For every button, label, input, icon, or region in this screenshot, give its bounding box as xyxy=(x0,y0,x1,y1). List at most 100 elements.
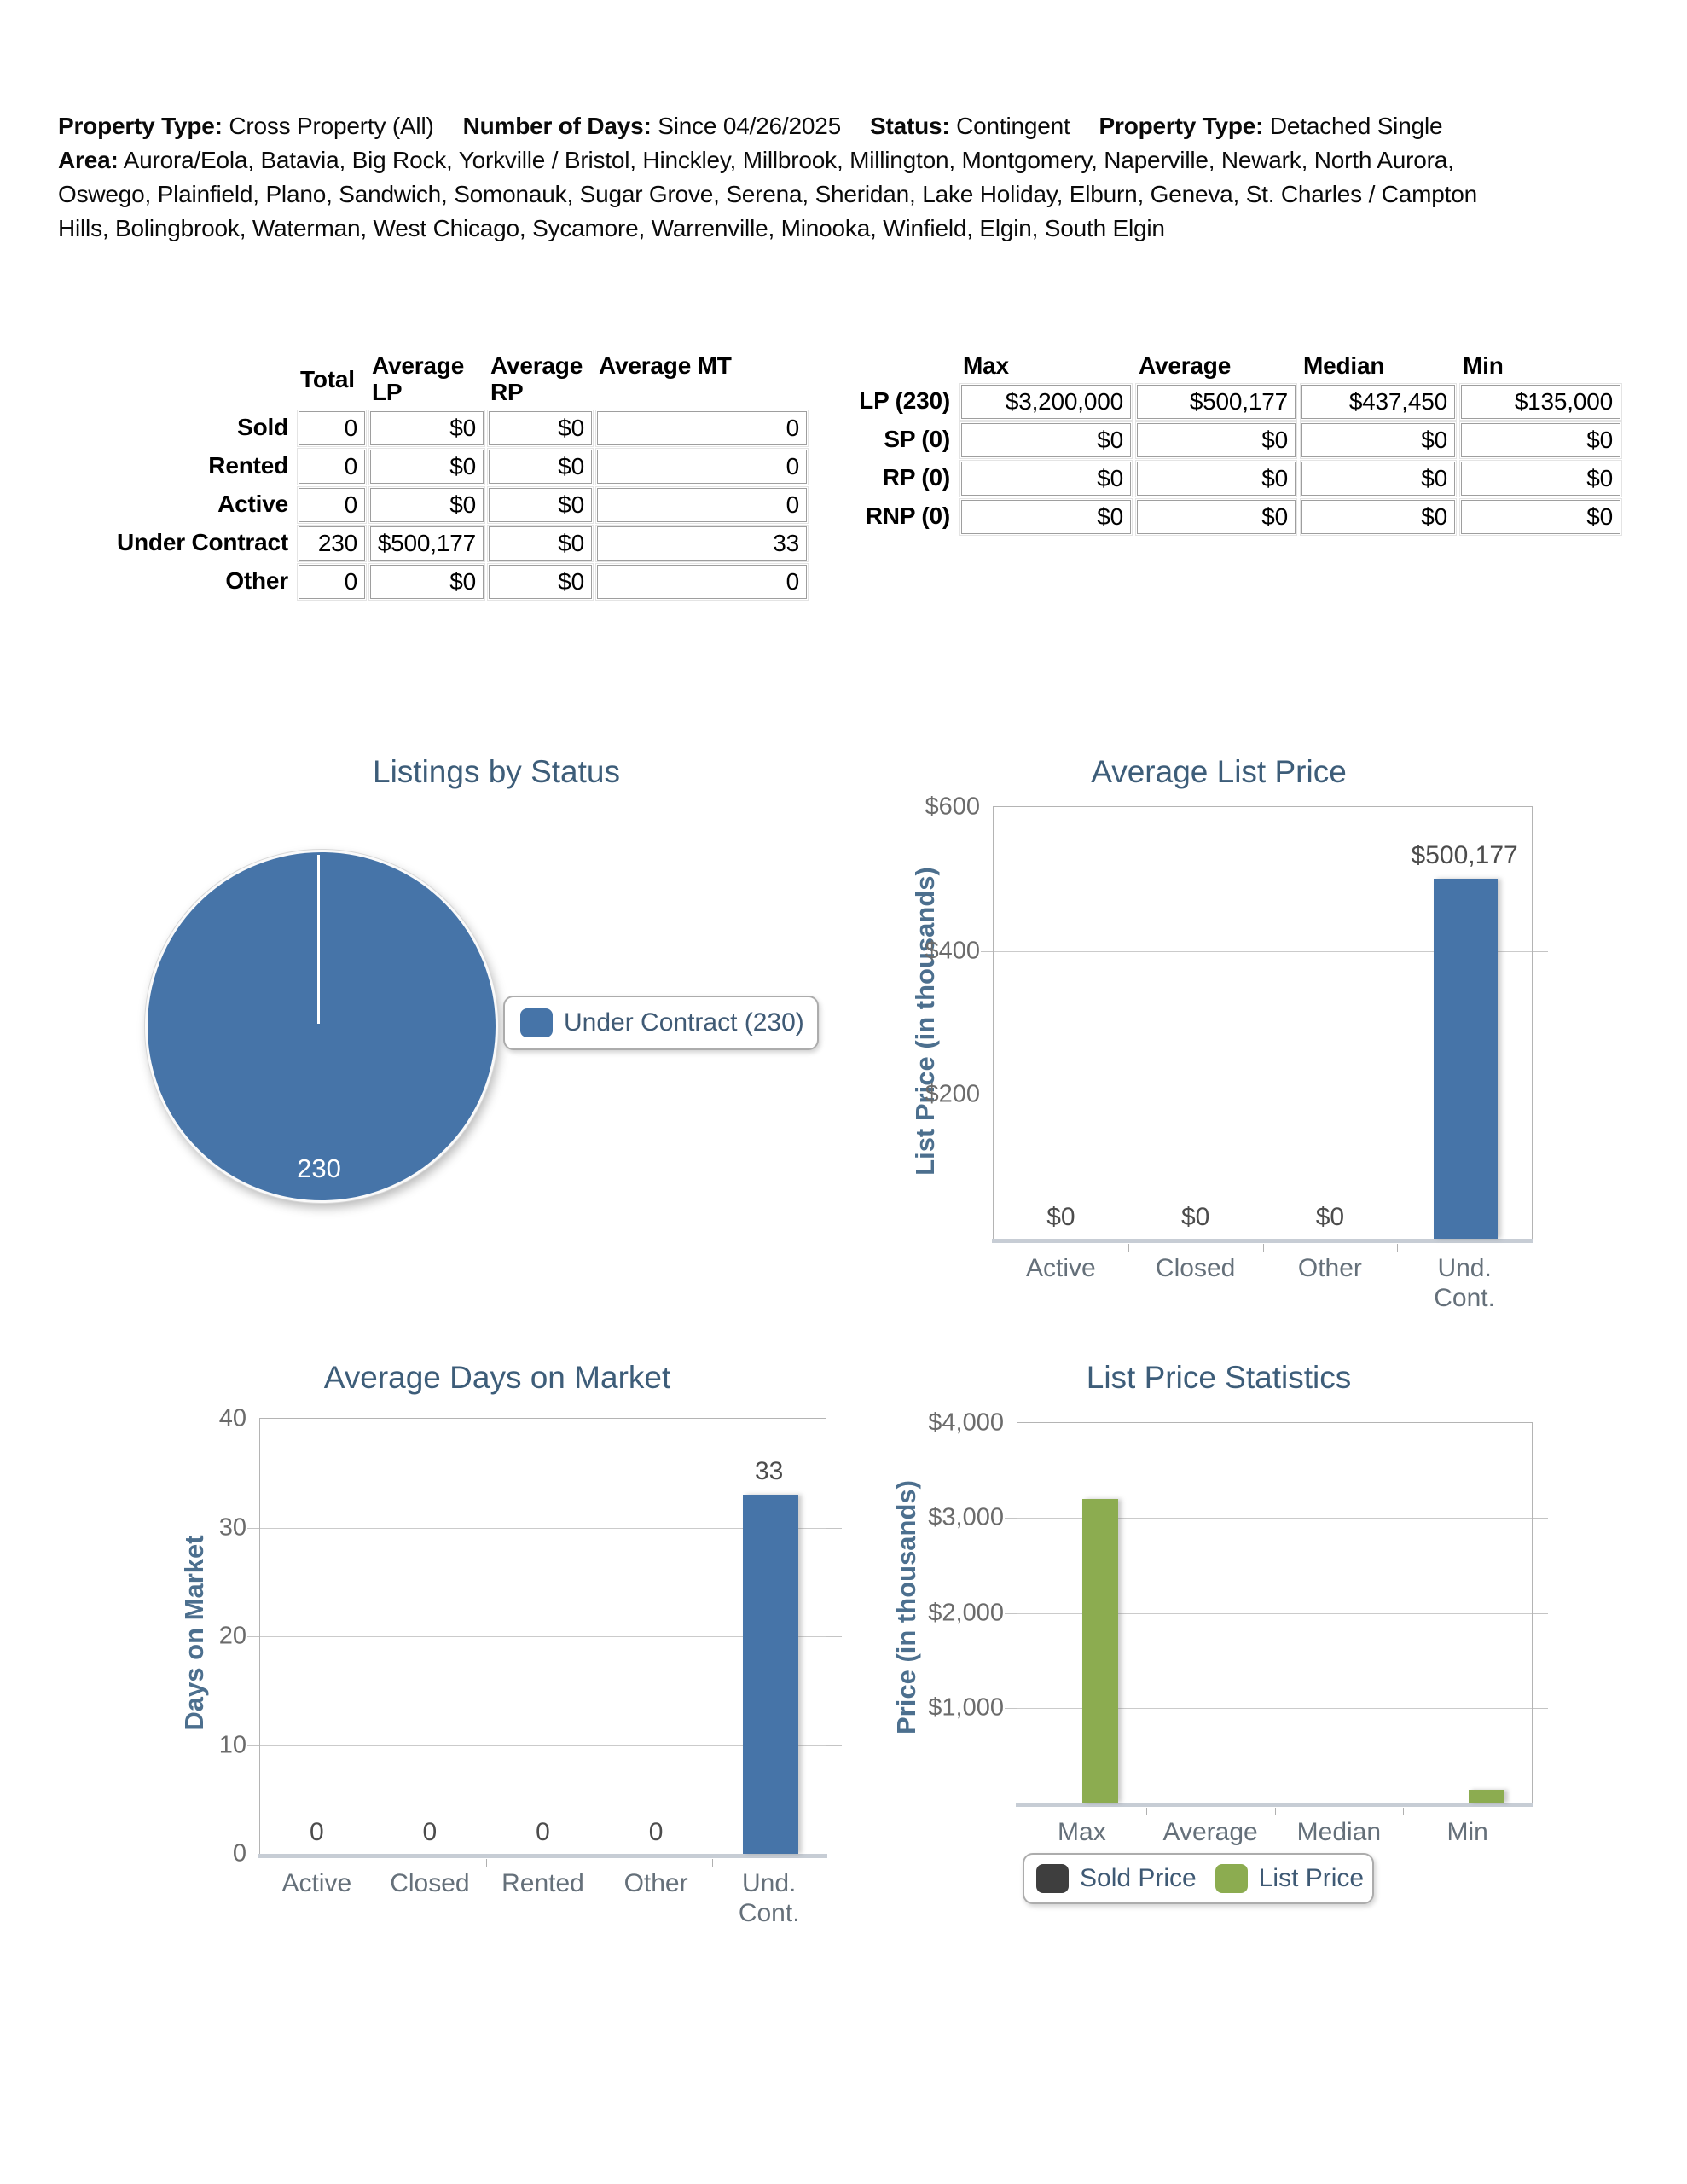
report-criteria-area: Area: Aurora/Eola, Batavia, Big Rock, Yo… xyxy=(58,143,1619,246)
x-axis-category-label: Active xyxy=(1026,1254,1096,1282)
criteria-property-type-2: Property Type: Detached Single xyxy=(1099,113,1443,139)
y-tick-mark xyxy=(1005,1707,1017,1709)
table-row: LP (230) $3,200,000 $500,177 $437,450 $1… xyxy=(745,383,1622,421)
status-summary-table: Total Average LP Average RP Average MT S… xyxy=(55,352,809,601)
x-axis-category-label: Rented xyxy=(501,1869,584,1897)
list-price-legend-swatch xyxy=(1215,1864,1248,1893)
y-axis-tick-label: $3,000 xyxy=(928,1503,1004,1531)
x-axis-category-label: Und. Cont. xyxy=(738,1869,800,1927)
x-axis-category-label: Closed xyxy=(1155,1254,1236,1282)
gridline xyxy=(260,1745,826,1746)
list-price-statistics-y-axis-title: Price (in thousands) xyxy=(891,1480,921,1734)
y-tick-mark xyxy=(826,1636,842,1637)
col-header-median: Median xyxy=(1303,352,1385,379)
row-label-active: Active xyxy=(217,491,288,517)
value-cell: $0 xyxy=(1300,498,1457,536)
col-header-average: Average xyxy=(1139,352,1232,379)
bar-value-label: $0 xyxy=(1315,1203,1345,1231)
table-row: Active 0 $0 $0 0 xyxy=(55,486,809,524)
value-cell: $500,177 xyxy=(368,525,485,562)
x-tick-mark xyxy=(1128,1244,1129,1252)
under-contract-legend-swatch xyxy=(520,1008,553,1037)
row-label-sp: SP (0) xyxy=(884,426,950,452)
average-days-on-market-plot: 40 30 20 10 0 Active Closed Rented Other Und. Con… xyxy=(219,1405,842,1927)
bar-value-label: 33 xyxy=(755,1457,784,1486)
row-label-lp: LP (230) xyxy=(859,387,950,414)
value-cell: $0 xyxy=(487,410,594,447)
x-tick-mark xyxy=(1145,1808,1147,1815)
x-axis-category-label: Max xyxy=(1058,1818,1106,1846)
value-cell: $0 xyxy=(487,486,594,524)
bar-und-cont- xyxy=(1434,879,1499,1239)
table-row: Sold 0 $0 $0 0 xyxy=(55,410,809,447)
x-axis-category-label: Closed xyxy=(390,1869,470,1897)
row-label-rnp: RNP (0) xyxy=(865,502,950,529)
y-tick-mark xyxy=(247,1745,259,1746)
x-tick-mark xyxy=(1397,1244,1399,1252)
x-axis-category-label: Min xyxy=(1446,1818,1488,1846)
value-cell: $0 xyxy=(1135,421,1297,459)
y-axis-tick-label: 40 xyxy=(218,1404,246,1432)
col-header-min: Min xyxy=(1463,352,1504,379)
criteria-status: Status: Contingent xyxy=(870,113,1070,139)
table-row: Under Contract 230 $500,177 $0 33 xyxy=(55,525,809,562)
avg-days-on-market-y-axis-title: Days on Market xyxy=(179,1535,209,1731)
value-cell: $0 xyxy=(487,448,594,485)
gridline xyxy=(260,1636,826,1637)
bar-value-label: $0 xyxy=(1046,1203,1075,1231)
bar-value-label: $500,177 xyxy=(1411,841,1518,870)
value-cell: $0 xyxy=(368,563,485,601)
col-header-max: Max xyxy=(963,352,1009,379)
value-cell: 0 xyxy=(297,563,367,601)
y-tick-mark xyxy=(1533,950,1548,952)
list-price-legend-label: List Price xyxy=(1258,1864,1365,1892)
value-cell: $3,200,000 xyxy=(959,383,1133,421)
value-cell: 230 xyxy=(297,525,367,562)
value-cell: $0 xyxy=(368,486,485,524)
bar-value-label: 0 xyxy=(422,1818,438,1846)
value-cell: 0 xyxy=(297,486,367,524)
list-price-statistics-plot: $4,000 $3,000 $2,000 $1,000 Max Average Median… xyxy=(928,1409,1548,1846)
col-header-average-rp: Average RP xyxy=(490,352,583,406)
y-tick-mark xyxy=(1533,1518,1548,1519)
x-axis-line xyxy=(258,1854,827,1858)
value-cell: $0 xyxy=(1459,421,1622,459)
value-cell: $0 xyxy=(959,498,1133,536)
gridline xyxy=(1017,1518,1532,1519)
y-axis-tick-label: 20 xyxy=(218,1622,246,1650)
row-label-other: Other xyxy=(225,567,288,594)
y-axis-tick-label: 0 xyxy=(232,1839,246,1867)
price-statistics-table: Max Average Median Min LP (230) $3,200,0… xyxy=(745,352,1622,536)
bar-value-label: 0 xyxy=(309,1818,324,1846)
gridline xyxy=(1017,1612,1532,1614)
x-tick-mark xyxy=(1403,1808,1405,1815)
y-axis-tick-label: $2,000 xyxy=(928,1599,1004,1626)
col-header-total: Total xyxy=(300,366,355,393)
y-tick-mark xyxy=(826,1527,842,1529)
avg-list-price-title: Average List Price xyxy=(1091,754,1347,789)
gridline xyxy=(994,950,1532,952)
table-row: RP (0) $0 $0 $0 $0 xyxy=(745,460,1622,497)
sold-price-legend-label: Sold Price xyxy=(1080,1864,1197,1892)
col-header-average-mt: Average MT xyxy=(599,352,732,379)
area-line-1: Area: Aurora/Eola, Batavia, Big Rock, Yo… xyxy=(58,147,1454,173)
y-axis-tick-label: $600 xyxy=(925,793,980,821)
value-cell: $0 xyxy=(368,410,485,447)
x-tick-mark xyxy=(1262,1244,1264,1252)
y-axis-tick-label: $200 xyxy=(925,1080,980,1108)
value-cell: 33 xyxy=(595,525,809,562)
spacer xyxy=(745,352,955,380)
bar-value-label: 0 xyxy=(536,1818,550,1846)
value-cell: $0 xyxy=(487,525,594,562)
y-tick-mark xyxy=(1533,1612,1548,1614)
x-tick-mark xyxy=(1274,1808,1276,1815)
x-axis-line xyxy=(992,1239,1533,1243)
gridline xyxy=(260,1527,826,1529)
value-cell: $437,450 xyxy=(1300,383,1457,421)
y-tick-mark xyxy=(1533,1707,1548,1709)
row-label-sold: Sold xyxy=(237,414,288,440)
spacer xyxy=(55,352,293,407)
criteria-number-of-days: Number of Days: Since 04/26/2025 xyxy=(462,113,842,139)
value-cell: 0 xyxy=(595,410,809,447)
